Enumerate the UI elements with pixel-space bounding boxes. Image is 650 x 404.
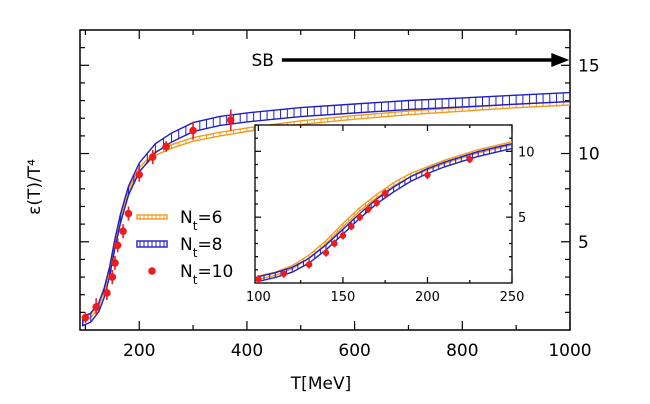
main-y-tick-label: 15 — [578, 56, 600, 76]
inset-series-nt10-point — [381, 190, 389, 197]
inset-series-nt10-point — [322, 249, 330, 256]
inset-x-tick-label: 200 — [415, 290, 440, 305]
inset-y-tick-label: 10 — [518, 145, 535, 160]
inset-series-nt10-point — [255, 275, 262, 283]
inset-series-nt10-point — [365, 206, 372, 213]
main-y-tick-label: 10 — [578, 145, 600, 165]
main-plot: 200 400 600 800 1000 5 10 15 — [79, 29, 600, 361]
main-series-nt10-point — [226, 116, 235, 124]
main-series-area — [81, 91, 570, 327]
inset-series-nt10-point — [348, 223, 355, 230]
inset-series-nt10-point — [466, 156, 473, 163]
main-x-tick-label: 800 — [446, 341, 478, 361]
main-series-nt10-point — [81, 313, 90, 322]
main-y-tick-label: 5 — [578, 233, 589, 253]
inset-series-nt10-point — [356, 213, 364, 221]
main-series-nt10-point — [103, 289, 111, 297]
main-x-tick-label: 1000 — [548, 341, 591, 361]
inset-series-nt10-point — [373, 199, 380, 206]
main-x-tick-label: 200 — [123, 341, 155, 361]
inset-series-nt10-point — [424, 171, 431, 179]
inset-plot: 100 150 200 250 5 10 — [246, 124, 535, 305]
legend: Nt=6Nt=8Nt=10 — [136, 208, 233, 287]
legend-label-nt6: Nt=6 — [180, 208, 223, 233]
inset-series-nt10-point — [331, 240, 338, 247]
main-series-nt10-point — [113, 241, 122, 250]
main-series-nt10-point — [92, 303, 100, 311]
main-x-tick-label: 400 — [231, 341, 263, 361]
inset-series-area — [255, 141, 512, 283]
main-series-nt10-point — [111, 259, 119, 267]
main-series-nt10-point — [119, 227, 127, 235]
x-axis-label: T[MeV] — [290, 374, 351, 394]
main-series-nt10-point — [148, 153, 157, 161]
inset-series-nt10-point — [280, 270, 287, 277]
inset-series-nt10-point — [339, 232, 347, 239]
main-series-nt10-point — [108, 273, 117, 281]
legend-label-nt10: Nt=10 — [180, 262, 233, 287]
inset-x-tick-label: 150 — [331, 290, 356, 305]
main-series-nt10-point — [162, 142, 170, 151]
main-series-nt10-point — [135, 170, 144, 179]
inset-y-tick-label: 5 — [518, 211, 526, 226]
main-series-nt10-point — [189, 126, 197, 135]
inset-x-tick-label: 100 — [246, 290, 271, 305]
inset-series-nt10-point — [305, 261, 313, 268]
legend-label-nt8: Nt=8 — [180, 235, 223, 260]
main-frame — [79, 29, 571, 331]
inset-x-tick-label: 250 — [500, 290, 525, 305]
legend-swatch-nt10 — [148, 267, 156, 275]
main-series-nt8-band — [81, 91, 570, 327]
sb-annotation: SB — [251, 51, 570, 71]
main-series-nt10-point — [124, 209, 133, 218]
sb-label: SB — [251, 51, 273, 71]
main-x-tick-label: 600 — [338, 341, 370, 361]
y-axis-label: ε(T)/T⁴ — [25, 159, 45, 215]
inset-frame — [254, 124, 513, 284]
sb-arrow-head — [551, 53, 570, 67]
